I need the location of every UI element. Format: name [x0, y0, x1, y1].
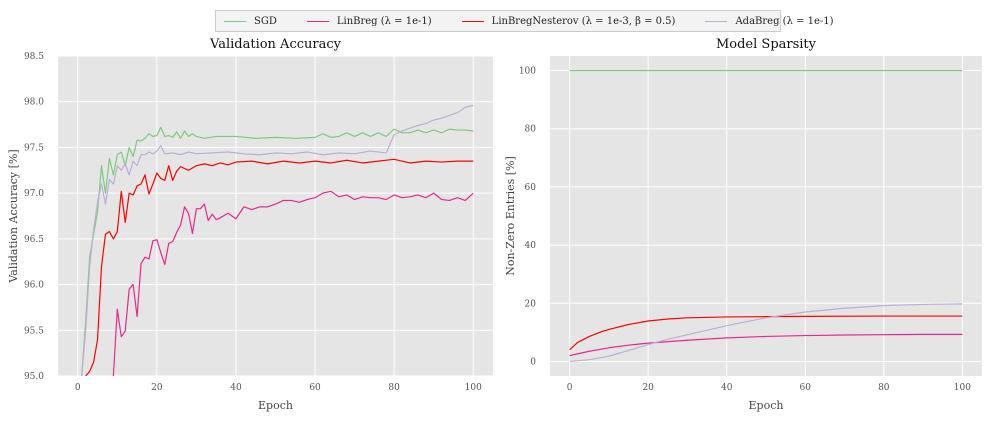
legend-item: LinBreg (λ = 1e-1): [306, 15, 432, 27]
chart-title: Model Sparsity: [716, 37, 817, 52]
x-tick-label: 0: [75, 383, 81, 393]
y-tick-label: 40: [525, 241, 537, 251]
y-tick-label: 100: [519, 67, 536, 77]
legend-label: LinBreg (λ = 1e-1): [336, 15, 432, 27]
x-axis-label: Epoch: [258, 399, 293, 412]
x-tick-label: 100: [954, 383, 971, 393]
series-line: [569, 333, 963, 357]
series-line: [112, 190, 474, 376]
x-tick-label: 60: [800, 383, 812, 393]
legend-label: AdaBreg (λ = 1e-1): [735, 15, 834, 27]
y-tick-label: 97.0: [24, 189, 44, 199]
y-tick-label: 60: [525, 183, 537, 193]
y-tick-label: 20: [525, 299, 537, 309]
series-line: [569, 303, 963, 363]
legend-item: AdaBreg (λ = 1e-1): [705, 15, 834, 27]
legend-swatch: [461, 20, 484, 22]
y-tick-label: 95.5: [24, 326, 44, 336]
chart-title: Validation Accuracy: [209, 37, 342, 52]
y-axis-label: Non-Zero Entries [%]: [504, 156, 517, 276]
x-tick-label: 40: [230, 383, 242, 393]
x-tick-label: 0: [567, 383, 573, 393]
y-tick-label: 97.5: [24, 143, 44, 153]
x-tick-label: 40: [721, 383, 733, 393]
y-tick-label: 96.5: [24, 235, 44, 245]
x-tick-label: 20: [642, 383, 654, 393]
x-tick-label: 80: [388, 383, 400, 393]
legend-swatch: [224, 20, 246, 22]
legend-swatch: [306, 20, 329, 22]
plot-background: [58, 56, 493, 376]
y-tick-label: 98.5: [24, 52, 44, 62]
y-tick-label: 0: [530, 357, 536, 367]
legend-item: LinBregNesterov (λ = 1e-3, β = 0.5): [461, 15, 676, 27]
legend: SGD LinBreg (λ = 1e-1) LinBregNesterov (λ …: [215, 10, 834, 32]
y-axis-label: Validation Accuracy [%]: [7, 149, 20, 283]
x-axis-label: Epoch: [749, 399, 784, 412]
y-tick-label: 95.0: [24, 372, 44, 382]
chart-1: 0 20 40 60 80 100 0 20 40 60 80 100 Model Sparsity Ep…: [504, 37, 982, 412]
legend-label: SGD: [254, 15, 277, 27]
x-tick-label: 60: [309, 383, 321, 393]
chart-0: 0 20 40 60 80 100 95.0 95.5 96.0 96.5 97.0 97.5 98.0…: [7, 37, 493, 412]
legend-swatch: [705, 20, 728, 22]
y-tick-label: 98.0: [24, 98, 44, 108]
series-line: [569, 315, 963, 351]
legend-item: SGD: [224, 16, 277, 27]
series-line: [85, 158, 474, 376]
x-tick-label: 100: [465, 383, 482, 393]
y-tick-label: 80: [525, 125, 537, 135]
legend-label: LinBregNesterov (λ = 1e-3, β = 0.5): [491, 15, 676, 27]
x-tick-label: 20: [151, 383, 163, 393]
plot-background: [550, 56, 982, 376]
y-tick-label: 96.0: [24, 281, 44, 291]
series-line: [81, 104, 474, 376]
x-tick-label: 80: [878, 383, 890, 393]
